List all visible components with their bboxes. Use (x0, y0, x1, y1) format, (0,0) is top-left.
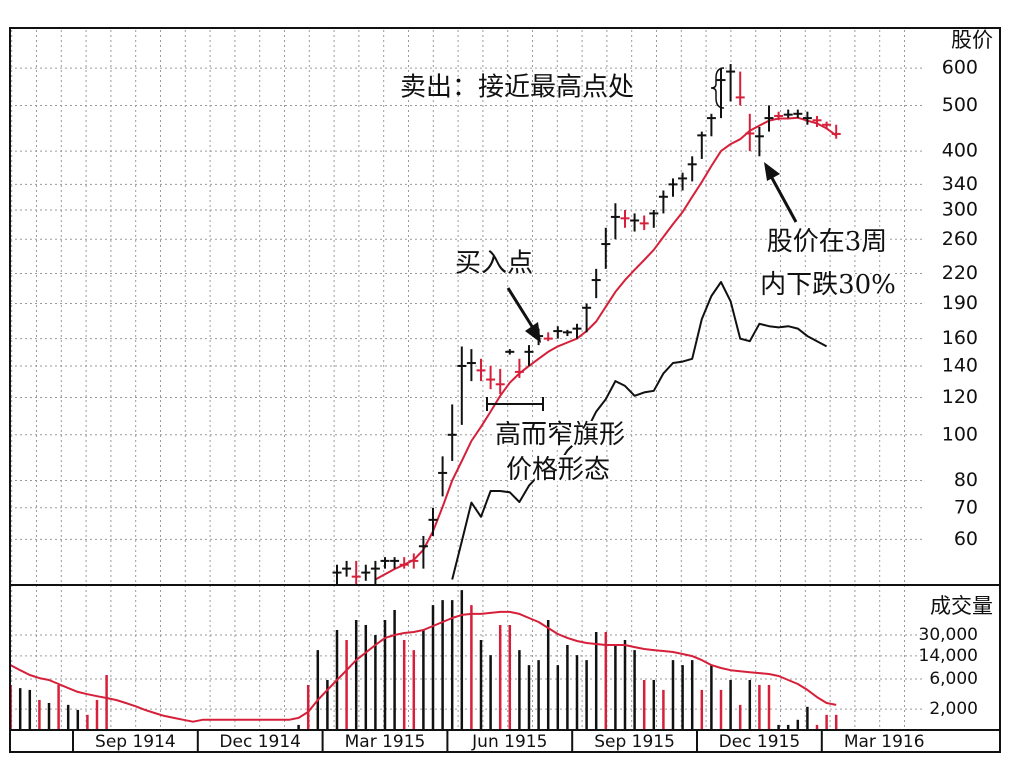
y-tick-label: 30,000 (919, 625, 978, 645)
y-tick-label: 6,000 (929, 669, 978, 689)
y-tick-label: 300 (942, 198, 978, 220)
arrow-shaft (506, 287, 535, 329)
arrow-shaft (770, 177, 798, 223)
x-tick-label: Mar 1915 (345, 732, 426, 752)
x-tick-label: Dec 1914 (219, 732, 301, 752)
arrow-head (764, 162, 780, 181)
brace (710, 67, 725, 109)
y-tick-label: 220 (942, 262, 978, 284)
y-tick-label: 340 (942, 173, 978, 195)
annotation: 内下跌30% (760, 270, 896, 300)
y-tick-label: 140 (942, 354, 978, 376)
volume-vertical-grid (10, 585, 925, 730)
price-axis-title: 股价 (951, 28, 993, 52)
x-tick-label: Jun 1915 (471, 732, 547, 752)
annotation: 卖出：接近最高点处 (400, 73, 634, 103)
y-tick-label: 80 (954, 469, 978, 491)
y-tick-label: 600 (942, 57, 978, 79)
y-tick-label: 100 (942, 423, 978, 445)
x-tick-label: Sep 1915 (594, 732, 675, 752)
y-tick-label: 190 (942, 292, 978, 314)
annotation: 高而窄旗形 (495, 420, 625, 450)
volume-axis-title: 成交量 (930, 594, 993, 618)
line-series (374, 116, 837, 581)
y-tick-label: 14,000 (919, 646, 978, 666)
line-series (451, 281, 828, 580)
x-tick-label: Dec 1915 (719, 732, 801, 752)
annotation: 价格形态 (506, 455, 610, 485)
annotation: 股价在3周 (767, 227, 888, 257)
frame (9, 27, 1001, 753)
y-tick-label: 400 (942, 140, 978, 162)
line-series (10, 610, 837, 723)
y-tick-label: 2,000 (929, 699, 978, 719)
arrow-head (525, 322, 541, 343)
y-tick-label: 260 (942, 228, 978, 250)
y-tick-label: 120 (942, 386, 978, 408)
y-tick-label: 160 (942, 327, 978, 349)
y-tick-label: 500 (942, 94, 978, 116)
x-tick-label: Sep 1914 (95, 732, 176, 752)
y-tick-label: 60 (954, 528, 978, 550)
y-tick-label: 70 (954, 496, 978, 518)
x-tick-label: Mar 1916 (844, 732, 925, 752)
annotation: 买入点 (455, 249, 533, 279)
plot-layer: 60 70 80 100 120 140 160 190 220 260 300 340 400 500 6… (9, 57, 978, 752)
